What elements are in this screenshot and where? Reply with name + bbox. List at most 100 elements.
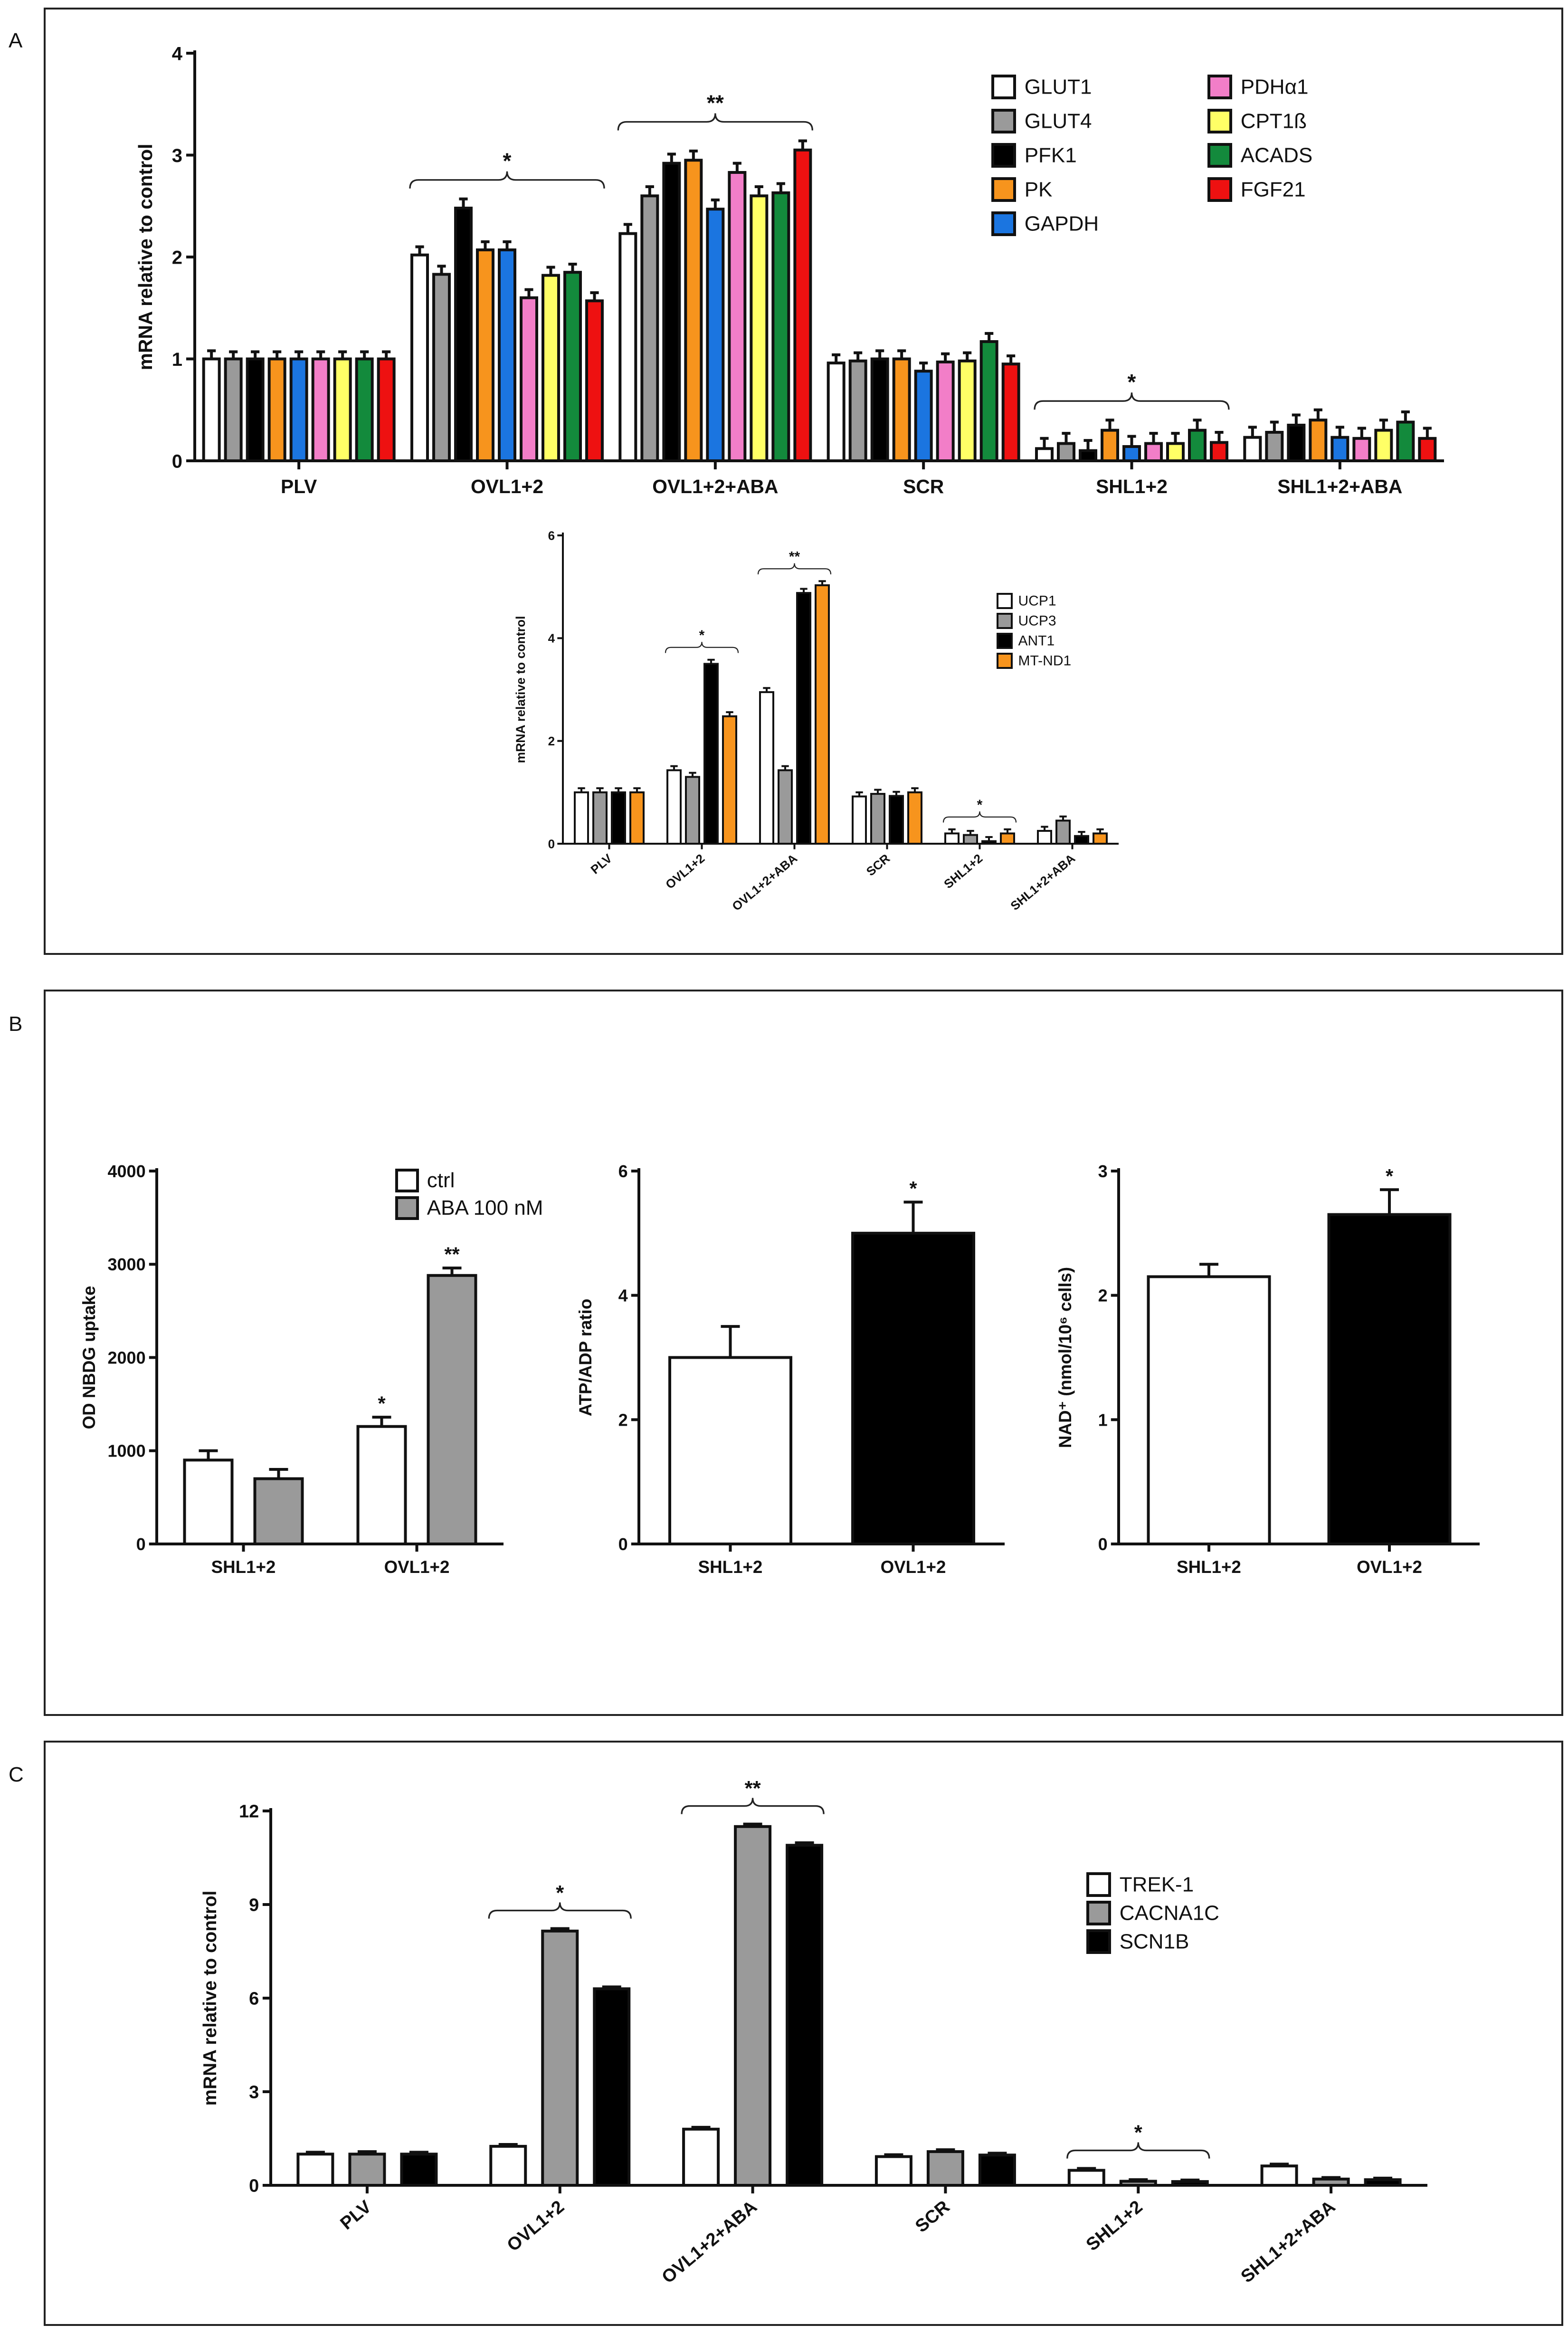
legend-label: FGF21	[1241, 178, 1306, 201]
y-axis-label: mRNA relative to control	[200, 1891, 220, 2106]
bar-glut4	[224, 357, 243, 462]
bar-pk	[476, 248, 494, 462]
bar-atp-adp	[851, 1231, 975, 1545]
significance-mark: *	[909, 1178, 917, 1200]
bar-pdh-1	[311, 357, 330, 462]
x-tick-label: SHL1+2	[1177, 1557, 1241, 1577]
y-tick-label: 6	[249, 1989, 259, 2009]
legend-swatch	[991, 75, 1016, 99]
x-tick-label: OVL1+2	[471, 476, 543, 497]
bar-pfk1	[870, 357, 889, 462]
x-tick-label: SHL1+2	[1083, 2197, 1147, 2255]
bar-glut1	[1243, 436, 1262, 462]
bar-mt-nd1	[722, 715, 737, 845]
bar-cacna1c	[1312, 2177, 1350, 2187]
legend-swatch	[1086, 1901, 1111, 1925]
bar-fgf21	[1001, 362, 1020, 462]
bar-trek-1	[1067, 2169, 1105, 2187]
bar-acads	[563, 271, 582, 462]
bar-glut4	[1265, 430, 1284, 463]
legend-label: ctrl	[427, 1169, 455, 1192]
significance-bracket	[488, 1902, 632, 1919]
bar-cpt1-	[1166, 442, 1185, 462]
bar-ucp1	[944, 832, 960, 845]
bar-gapdh	[914, 370, 933, 462]
bar-ant1	[981, 840, 997, 845]
x-tick-label: OVL1+2+ABA	[729, 851, 800, 914]
bar-mt-nd1	[907, 791, 922, 845]
y-tick-label: 3	[172, 145, 182, 166]
x-tick-label: OVL1+2	[504, 2197, 568, 2256]
bar-mt-nd1	[629, 791, 645, 845]
legend-label: ANT1	[1018, 633, 1055, 649]
chart-b-glucose-uptake: 0 1000 2000 3000 4000 OD NBDG uptake SHL1+2 OVL…	[79, 1162, 543, 1577]
chart-c: 0 3 6 9 12 mRNA relative to control PLV OVL1+2 O…	[200, 1777, 1427, 2287]
legend-label: ACADS	[1241, 144, 1313, 167]
bar-ant1	[703, 663, 719, 845]
legend-swatch	[1207, 109, 1232, 133]
bar-ucp3	[592, 791, 608, 845]
x-tick-label: OVL1+2+ABA	[658, 2197, 760, 2287]
bar-nad-	[1327, 1213, 1452, 1545]
chart-a-top: 0 1 2 3 4 mRNA relative to control PLV OVL1+2 OV…	[134, 43, 1444, 497]
bar-cacna1c	[734, 1825, 772, 2187]
bar-mt-nd1	[1093, 832, 1108, 845]
significance-mark: *	[1386, 1165, 1394, 1187]
legend-label: GAPDH	[1025, 212, 1099, 236]
legend-label: GLUT1	[1025, 76, 1092, 99]
bar-cpt1-	[750, 194, 769, 462]
bar-gapdh	[706, 208, 725, 462]
legend-label: MT-ND1	[1018, 653, 1072, 669]
bar-ant1	[1074, 835, 1089, 845]
bar-ucp1	[759, 691, 774, 845]
y-tick-label: 4	[172, 43, 183, 64]
chart-a-inset: 0 2 4 6 mRNA relative to control PLV OVL1+2 OVL…	[513, 528, 1119, 914]
significance-mark: *	[699, 628, 705, 643]
panel-label-a: A	[9, 29, 23, 52]
legend-swatch	[1086, 1929, 1111, 1954]
bar-mt-nd1	[1000, 832, 1015, 845]
bar-pk	[1309, 419, 1328, 463]
x-tick-label: OVL1+2+ABA	[652, 476, 778, 497]
bar-glut4	[432, 273, 451, 463]
y-tick-label: 4	[548, 631, 555, 646]
legend-label: UCP1	[1018, 593, 1056, 609]
y-axis-label: OD NBDG uptake	[79, 1286, 99, 1429]
y-tick-label: 0	[548, 837, 555, 851]
legend-label: UCP3	[1018, 613, 1056, 629]
bar-pdh-1	[1352, 437, 1371, 462]
significance-bracket	[617, 113, 813, 131]
y-tick-label: 1	[1098, 1410, 1108, 1429]
panel-a-frame	[44, 8, 1563, 955]
bar-scn1b	[400, 2153, 438, 2187]
bar-ucp1	[852, 795, 867, 845]
bar-pfk1	[1287, 423, 1306, 462]
bar-trek-1	[682, 2127, 720, 2187]
y-tick-label: 3	[1098, 1162, 1108, 1181]
y-tick-label: 3000	[108, 1255, 146, 1274]
panel-label-b: B	[9, 1012, 22, 1036]
bar-ucp3	[963, 834, 978, 845]
significance-mark: *	[378, 1393, 386, 1415]
x-tick-label: OVL1+2	[384, 1557, 450, 1577]
significance-mark: **	[444, 1244, 460, 1266]
bar-cacna1c	[541, 1929, 579, 2187]
legend-swatch	[395, 1169, 419, 1192]
bar-acads	[979, 340, 998, 462]
legend-swatch	[1207, 143, 1232, 168]
legend-label: CPT1ß	[1241, 110, 1307, 133]
bar-fgf21	[1210, 441, 1228, 463]
x-tick-label: PLV	[281, 476, 317, 497]
y-tick-label: 6	[548, 528, 555, 543]
legend-swatch	[1207, 75, 1232, 99]
bar-scn1b	[593, 1987, 631, 2187]
legend-label: GLUT4	[1025, 110, 1092, 133]
bar-glut4	[640, 194, 659, 462]
y-tick-label: 0	[136, 1534, 146, 1554]
bar-trek-1	[874, 2155, 912, 2187]
legend-swatch	[395, 1196, 419, 1220]
bar-scn1b	[786, 1844, 824, 2187]
legend-swatch	[1207, 177, 1232, 202]
bar-glut1	[410, 253, 429, 463]
